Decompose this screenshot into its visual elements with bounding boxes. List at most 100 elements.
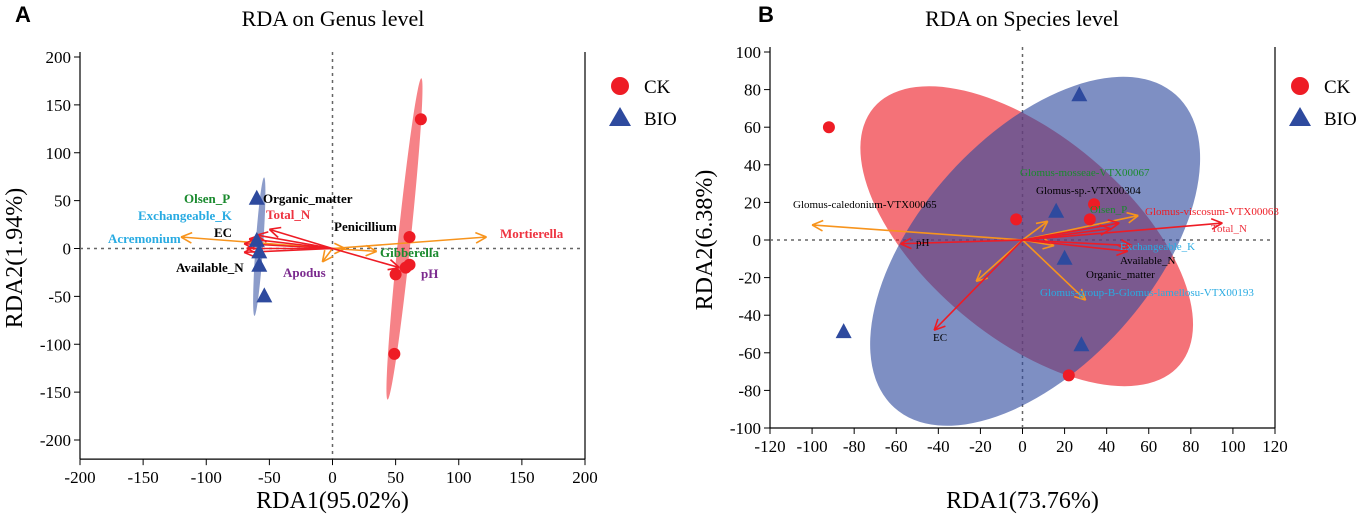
env-arrow [933,239,1024,331]
x-tick-label: -80 [843,437,866,456]
species-arrow-head [1080,288,1087,301]
env-arrow-head [1109,222,1120,231]
point-bio [1048,202,1065,218]
species-arrow-head [365,250,377,257]
point-bio [251,243,268,259]
species-arrow-head [180,231,193,238]
point-ck [1010,213,1023,226]
chart-title: RDA on Species level [925,6,1119,31]
species-arrow-head [475,231,487,238]
x-tick-label: -150 [128,468,159,487]
point-bio [1056,249,1073,265]
y-axis-label: RDA2(6.38%) [692,170,718,311]
point-bio [248,231,265,247]
x-tick-label: -200 [64,468,95,487]
panel-b: B RDA on Species level-120 -100 -80 -60 -40 -2… [692,2,1357,514]
env-label: Exchangeable_K [138,208,233,223]
y-tick-label: 80 [744,81,761,100]
species-arrow [332,247,377,253]
species-label: Olsen_P [1090,204,1127,216]
env-arrow-head [389,259,400,269]
species-label: Glomus-sp.-VTX00304 [1036,185,1141,197]
y-tick-label: -60 [738,344,761,363]
y-tick-label: 200 [46,48,72,67]
y-tick-label: 20 [744,193,761,212]
point-ck [1062,369,1075,382]
env-arrow-head [268,228,279,239]
species-arrow-head [811,224,823,232]
x-axis-label: RDA1(73.76%) [946,488,1099,514]
x-tick-label: -50 [258,468,281,487]
env-arrow [269,228,333,250]
legend-marker-bio [609,107,631,126]
x-tick-label: 20 [1056,437,1073,456]
env-label: Organic_matter [1086,269,1155,281]
species-arrow-head [1126,211,1139,217]
species-arrow-head [1073,295,1086,301]
env-arrow-head [933,325,946,331]
species-arrow [1021,239,1087,301]
env-arrow-head [1116,250,1128,257]
env-arrow-head [256,231,269,236]
y-tick-label: -20 [738,269,761,288]
env-label: pH [916,237,930,249]
species-label: Glomus-group-B-Glomus-lamellosu-VTX00193 [1040,287,1254,299]
env-arrow [900,239,1023,245]
point-bio [248,189,265,205]
env-arrow-head [243,245,256,254]
x-tick-label: 0 [328,468,337,487]
env-arrow [1022,222,1223,241]
env-arrow-head [1100,228,1112,236]
x-tick-label: 40 [1098,437,1115,456]
env-label: Available_N [176,260,244,275]
species-label: Gibberella [380,245,439,260]
species-arrow [321,248,334,263]
species-label: Glomus-caledonium-VTX00065 [793,199,937,211]
env-arrow-head [1117,244,1129,252]
y-tick-label: -50 [48,287,71,306]
env-arrow-head [1107,219,1120,224]
species-arrow-head [811,219,824,226]
env-label: Olsen_P [184,191,230,206]
x-tick-label: 100 [446,468,472,487]
point-ck [403,258,416,271]
y-tick-label: 100 [736,43,762,62]
species-arrow-head [321,249,326,263]
env-label: Exchangeable_K [1120,241,1195,253]
x-tick-label: 100 [1220,437,1246,456]
env-arrow-head [1210,218,1223,224]
species-arrow-head [475,236,487,244]
point-bio [1073,336,1090,352]
y-axis-label: RDA2(1.94%) [2,188,28,329]
x-tick-label: -100 [796,437,827,456]
point-ck [389,268,402,281]
env-arrow [1022,239,1132,247]
y-tick-label: -100 [40,335,71,354]
species-label: Apodus [283,265,326,280]
point-bio [835,323,852,339]
x-tick-label: -60 [885,437,908,456]
env-arrow-head [387,266,400,271]
point-ck [388,347,401,360]
env-arrow-head [1099,224,1112,230]
env-arrow [332,247,400,269]
species-arrow-head [975,277,988,283]
species-arrow-head [365,244,378,253]
point-ck [403,231,416,244]
y-tick-label: 100 [46,144,72,163]
env-arrow-head [1121,239,1133,247]
x-tick-label: 0 [1018,437,1027,456]
env-arrow [256,234,333,250]
env-arrow-head [933,318,939,331]
y-tick-label: -150 [40,383,71,402]
species-arrow-head [975,269,982,282]
env-arrow [1022,227,1111,241]
y-tick-label: 150 [46,96,72,115]
species-label: Glomus-mosseae-VTX00067 [1020,167,1150,179]
legend-label: BIO [644,109,677,130]
env-arrow [1022,239,1128,253]
species-arrow-head [1041,220,1049,233]
y-tick-label: -80 [738,381,761,400]
env-label: Available_N [1120,255,1175,267]
